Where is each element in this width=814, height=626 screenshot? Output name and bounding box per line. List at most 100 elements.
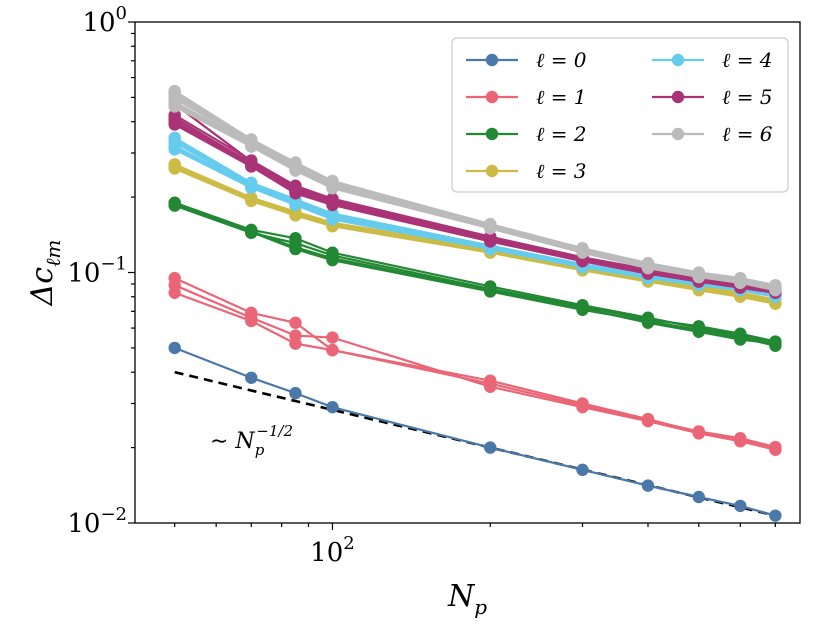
series-1-line-2 — [174, 291, 776, 449]
legend-label: ℓ = 5 — [722, 85, 773, 109]
data-point — [326, 331, 339, 344]
legend-label: ℓ = 0 — [536, 48, 587, 72]
series-3-line-4 — [174, 166, 776, 304]
data-point — [641, 257, 655, 271]
series-2-line-2 — [174, 204, 776, 343]
reference-slope-label: ∼ Np−1/2 — [210, 422, 293, 459]
data-point — [734, 499, 747, 513]
data-point — [326, 211, 339, 224]
series-0 — [168, 341, 782, 522]
data-point — [289, 197, 302, 211]
data-point — [734, 432, 747, 445]
data-point — [641, 316, 655, 329]
data-point — [168, 341, 181, 355]
legend-marker — [671, 90, 685, 104]
x-axis-title: Np — [447, 579, 487, 619]
data-point — [289, 386, 302, 400]
data-point — [245, 133, 258, 147]
series-5-line-5 — [174, 116, 776, 293]
data-point — [289, 208, 302, 221]
legend-marker — [671, 127, 685, 141]
data-point — [576, 463, 589, 477]
data-point — [576, 242, 589, 256]
data-point — [289, 316, 302, 329]
data-point — [769, 440, 782, 454]
legend-marker — [485, 53, 499, 67]
legend-label: ℓ = 1 — [536, 85, 587, 109]
series-2-line-1 — [174, 203, 776, 347]
data-point — [484, 377, 497, 390]
y-tick-label: 10−1 — [67, 254, 127, 289]
data-point — [289, 241, 302, 254]
axis-labels: 10−2 10−1 100 102 Np Δcℓm — [25, 3, 487, 619]
data-point — [734, 333, 747, 346]
data-point — [245, 193, 258, 207]
axis-ticks — [128, 21, 776, 530]
legend-label: ℓ = 3 — [536, 159, 587, 183]
data-point — [245, 180, 258, 193]
legend-label: ℓ = 2 — [536, 122, 587, 146]
data-point — [289, 157, 302, 170]
data-point — [168, 161, 181, 174]
data-point — [692, 425, 705, 438]
legend-label: ℓ = 4 — [722, 48, 773, 72]
data-point — [289, 185, 302, 198]
data-point — [692, 490, 705, 504]
series-2-line-3 — [174, 202, 776, 345]
data-point — [168, 116, 181, 130]
legend-marker — [485, 127, 499, 141]
series-4-line-5 — [174, 146, 776, 297]
data-point — [576, 254, 589, 268]
data-point — [168, 141, 181, 154]
y-tick-label: 100 — [82, 3, 127, 38]
legend-frame — [451, 37, 789, 193]
data-point — [245, 371, 258, 384]
data-point — [769, 509, 782, 522]
data-point — [769, 280, 782, 293]
series-6-line-6 — [174, 105, 776, 292]
series-0-line-0 — [174, 346, 776, 517]
y-axis-title: Δcℓm — [25, 240, 65, 307]
x-tick-label: 102 — [310, 533, 355, 568]
data-point — [168, 100, 181, 113]
data-point — [245, 225, 258, 238]
data-point — [326, 175, 339, 189]
legend-entry: ℓ = 2 — [466, 122, 587, 146]
annotations: ∼ Np−1/2 — [210, 422, 293, 459]
data-point — [484, 218, 497, 232]
legend-entry: ℓ = 0 — [466, 48, 587, 72]
data-point — [641, 413, 655, 427]
legend: ℓ = 0 ℓ = 1 ℓ = 2 ℓ = 3 ℓ = 4 ℓ = 5 ℓ = 6 — [451, 37, 789, 193]
data-point — [769, 337, 782, 350]
data-point — [576, 302, 589, 315]
data-point — [326, 400, 339, 414]
legend-entry: ℓ = 5 — [652, 85, 773, 109]
data-point — [245, 314, 258, 328]
data-point — [289, 337, 302, 350]
series-1 — [168, 271, 782, 456]
series-6-line-7 — [174, 92, 776, 288]
legend-marker — [485, 164, 499, 178]
data-point — [245, 159, 258, 172]
legend-marker — [485, 90, 499, 104]
legend-entry: ℓ = 3 — [466, 159, 587, 183]
data-point — [484, 441, 497, 454]
series-2-line-0 — [174, 201, 776, 345]
series-5-line-6 — [174, 122, 776, 294]
data-point — [168, 197, 181, 211]
series-layer — [168, 84, 782, 522]
data-point — [734, 273, 747, 286]
series-5-line-4 — [174, 103, 776, 292]
data-point — [326, 197, 339, 211]
data-point — [484, 283, 497, 297]
series-1-line-1 — [174, 284, 776, 451]
legend-marker — [671, 53, 685, 67]
legend-entry: ℓ = 1 — [466, 85, 587, 109]
y-tick-label: 10−2 — [67, 504, 127, 539]
data-point — [168, 286, 181, 299]
data-point — [692, 267, 705, 280]
data-point — [576, 399, 589, 412]
data-point — [484, 234, 497, 247]
data-point — [326, 343, 339, 357]
